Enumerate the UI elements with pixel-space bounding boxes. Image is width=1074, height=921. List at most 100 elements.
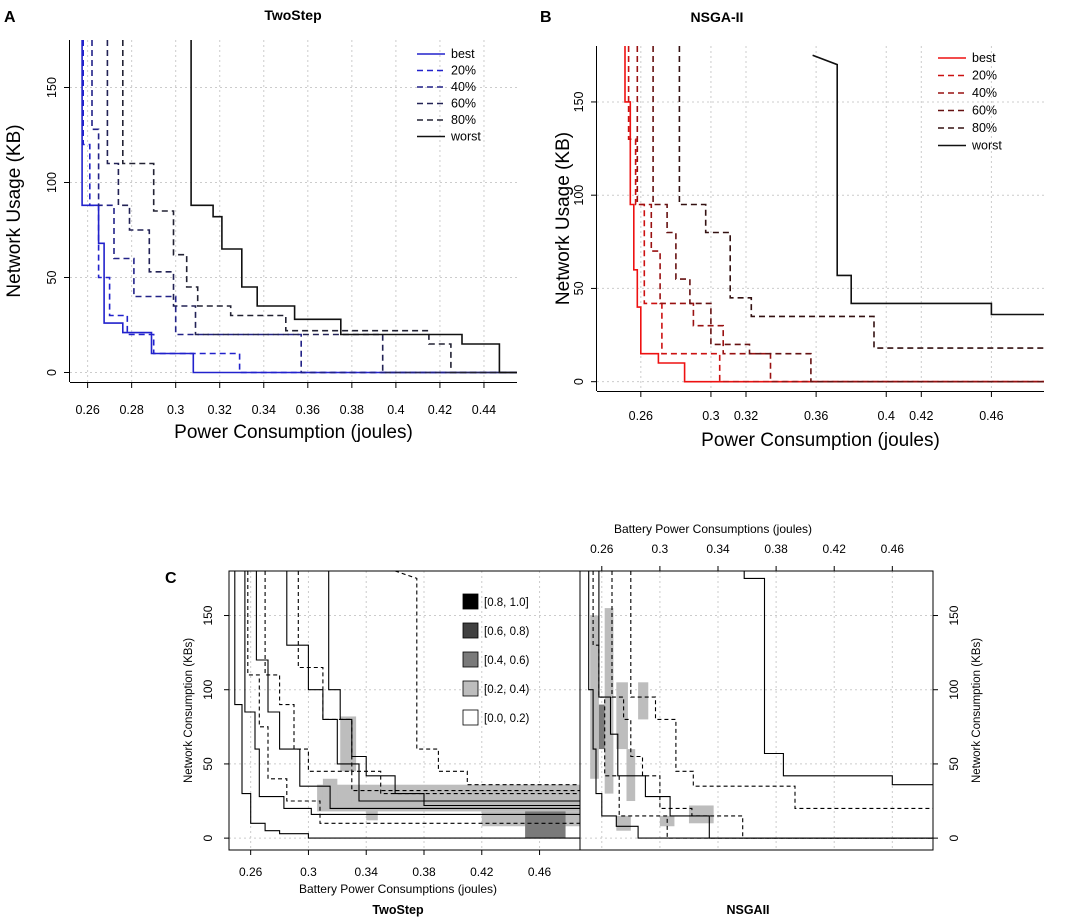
x-tick-label-a: 0.4 [387,403,404,417]
panel-letter-c: C [165,570,177,587]
legend-label-b: best [972,51,996,65]
series-line-b-3 [652,46,1044,383]
heat-cell-right [590,615,599,779]
step-line-right-5 [743,571,933,786]
y-tick-label-b: 50 [572,281,586,295]
legend-label-a: 80% [451,113,476,127]
x-tick-label-c-bottom: 0.42 [470,865,494,879]
x-tick-label-a: 0.38 [340,403,364,417]
step-line-right-4 [630,571,933,809]
y-tick-label-b: 150 [572,91,586,112]
y-tick-label-a: 100 [45,172,59,193]
y-tick-label-c-left: 50 [201,757,215,771]
x-tick-label-b: 0.3 [702,409,719,423]
series-line-a-4 [122,40,517,374]
legend-label-b: 60% [972,104,997,118]
step-line-left-5 [286,571,580,802]
legend-label-c: [0.6, 0.8) [484,626,530,638]
subpanel-title-right: NSGAII [726,903,769,917]
heat-cell-right [616,815,631,831]
heat-cell-right [604,608,614,794]
legend-swatch-c [462,651,479,668]
heat-cell-left [525,811,566,839]
x-tick-label-c-top: 0.42 [823,542,847,556]
panel-b: B NSGA-II 0.26 0.3 0.32 0.36 0.4 0.42 0.46 0 50 100… [540,9,1044,451]
series-line-a-3 [106,40,517,374]
step-line-left-8 [394,571,580,786]
legend-label-a: 20% [451,64,476,78]
x-tick-label-b: 0.46 [979,409,1003,423]
step-line-left-3 [255,571,580,809]
x-tick-label-a: 0.26 [75,403,99,417]
x-tick-label-a: 0.42 [428,403,452,417]
legend-label-b: 80% [972,121,997,135]
x-axis-title-c-top: Battery Power Consumptions (joules) [614,522,812,536]
heat-cell-right [598,704,605,750]
panel-letter-b: B [540,9,552,26]
step-line-right-2 [598,571,933,839]
heat-cell-right [638,682,649,720]
x-tick-label-c-top: 0.3 [652,542,669,556]
x-tick-label-c-top: 0.34 [706,542,730,556]
x-tick-label-c-bottom: 0.38 [412,865,436,879]
x-tick-label-a: 0.36 [296,403,320,417]
x-tick-label-b: 0.26 [629,409,653,423]
heat-cell-right [688,805,714,824]
legend-label-a: 40% [451,80,476,94]
legend-swatch-c [462,593,479,610]
frame-right [579,570,934,851]
y-tick-label-a: 50 [45,271,59,285]
x-axis-title-c-bottom: Battery Power Consumptions (joules) [299,882,497,896]
series-line-b-5 [812,54,1044,316]
x-tick-label-b: 0.42 [909,409,933,423]
legend-swatch-c [462,680,479,697]
panel-letter-a: A [4,9,16,26]
x-tick-label-c-bottom: 0.3 [300,865,317,879]
x-tick-label-c-top: 0.46 [881,542,905,556]
y-tick-label-b: 0 [572,378,586,385]
step-line-left-1 [244,571,580,815]
step-lines-right [588,571,933,839]
series-line-b-4 [678,46,1044,349]
x-tick-label-b: 0.32 [734,409,758,423]
legend-label-a: best [451,47,475,61]
legend-swatch-c [462,709,479,726]
y-tick-label-c-left: 150 [201,605,215,625]
y-tick-label-c-left: 0 [201,834,215,841]
series-line-a-2 [91,40,517,374]
legend-label-b: 40% [972,86,997,100]
heat-cell-right [616,682,628,750]
step-line-left-4 [264,571,580,792]
step-line-left-7 [328,571,580,807]
x-tick-label-a: 0.28 [119,403,143,417]
step-line-right-3 [611,571,933,839]
y-axis-title-c-right: Network Consumption (KBs) [971,638,983,783]
x-tick-label-a: 0.44 [472,403,496,417]
step-line-right-0 [588,571,933,839]
chart-title-a: TwoStep [264,7,321,23]
series-line-b-0 [624,46,1044,383]
x-tick-label-c-bottom: 0.34 [355,865,379,879]
legend-label-b: 20% [972,69,997,83]
step-line-right-1 [592,571,933,839]
y-tick-label-c-right: 150 [947,605,961,625]
y-tick-label-a: 0 [45,369,59,376]
x-axis-title-b: Power Consumption (joules) [701,430,940,451]
y-tick-label-c-right: 50 [947,757,961,771]
panel-c: C 0.26 0.3 0.34 0.38 0.42 0.46 Battery Power Co… [165,522,983,917]
step-line-left-6 [297,571,580,795]
x-tick-label-a: 0.34 [252,403,276,417]
step-line-left-2 [247,571,580,824]
chart-title-b: NSGA-II [691,9,744,25]
legend-label-c: [0.0, 0.2) [484,713,530,725]
y-axis-title-b: Network Usage (KB) [553,132,574,305]
legend-label-a: 60% [451,97,476,111]
heat-cell-left [366,805,378,821]
x-tick-label-a: 0.3 [167,403,184,417]
legend-label-c: [0.4, 0.6) [484,655,530,667]
y-tick-label-c-left: 100 [201,679,215,699]
legend-swatch-c [462,622,479,639]
y-axis-title-a: Network Usage (KB) [4,124,25,297]
x-tick-label-c-top: 0.26 [590,542,614,556]
step-lines-left [234,571,580,839]
